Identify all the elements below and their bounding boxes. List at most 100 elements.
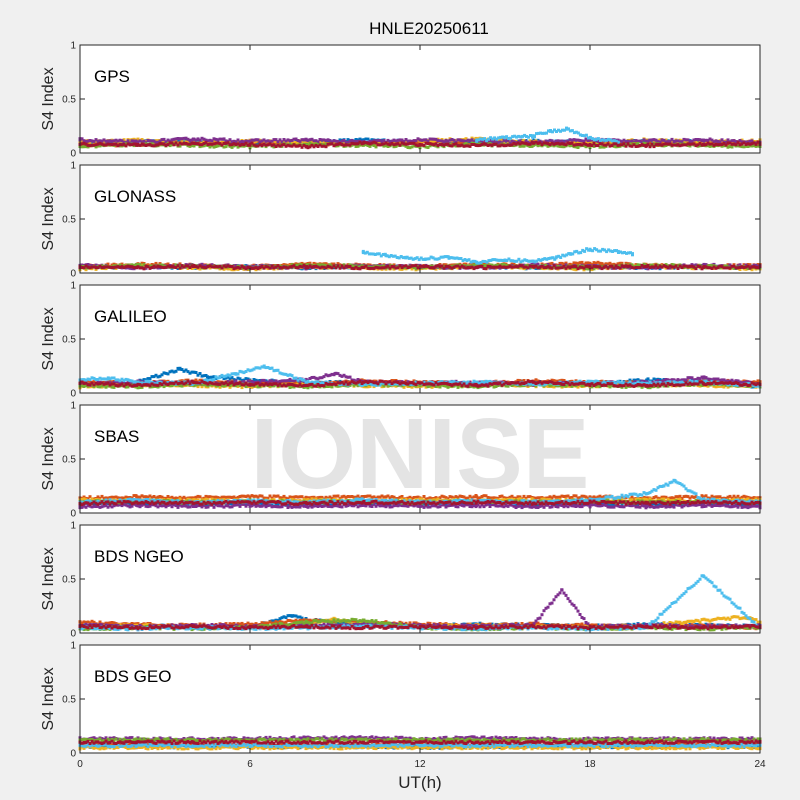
data-point — [412, 144, 416, 148]
data-point — [458, 144, 462, 148]
data-point — [674, 139, 678, 143]
data-point — [370, 143, 374, 147]
data-point — [634, 139, 638, 143]
data-point — [406, 139, 410, 143]
data-point — [340, 139, 344, 143]
data-point — [110, 143, 114, 146]
data-point — [354, 142, 358, 146]
data-point — [582, 134, 586, 138]
data-point — [166, 143, 170, 147]
data-point — [94, 138, 98, 142]
data-point — [572, 138, 576, 142]
data-point — [394, 144, 398, 148]
data-point — [563, 128, 566, 132]
data-point — [292, 137, 296, 141]
data-point — [750, 139, 754, 143]
data-point — [128, 141, 132, 145]
data-point — [640, 140, 644, 144]
data-point — [202, 142, 206, 145]
data-point — [252, 138, 256, 142]
data-point — [356, 144, 360, 148]
data-point — [548, 141, 552, 145]
data-point — [300, 143, 304, 147]
data-point — [550, 139, 554, 143]
data-point — [404, 142, 408, 146]
data-point — [558, 139, 562, 143]
data-point — [706, 144, 710, 148]
data-point — [512, 140, 516, 144]
data-point — [501, 135, 505, 139]
data-point — [80, 137, 84, 141]
data-point — [584, 133, 588, 137]
data-point — [262, 142, 266, 146]
data-point — [386, 140, 390, 144]
data-point — [252, 140, 256, 144]
data-point — [522, 144, 526, 148]
data-point — [154, 140, 158, 144]
data-point — [256, 138, 260, 142]
data-point — [314, 143, 318, 147]
data-point — [600, 145, 604, 149]
data-point — [630, 139, 634, 143]
data-point — [538, 139, 542, 143]
data-point — [100, 142, 104, 146]
data-point — [708, 137, 712, 141]
data-point — [140, 142, 144, 146]
data-point — [348, 141, 352, 145]
data-point — [540, 140, 544, 144]
data-point — [548, 129, 552, 133]
data-point — [638, 144, 642, 147]
data-point — [596, 144, 600, 147]
data-point — [374, 139, 378, 143]
data-point — [94, 141, 98, 145]
data-point — [444, 142, 448, 146]
data-point — [636, 142, 640, 145]
data-point — [414, 139, 418, 143]
data-point — [522, 139, 526, 143]
data-point — [262, 140, 266, 144]
data-point — [478, 140, 482, 144]
data-point — [104, 143, 108, 147]
data-point — [191, 265, 195, 268]
data-point — [106, 142, 110, 146]
data-point — [582, 144, 586, 148]
data-point — [376, 141, 380, 145]
data-point — [520, 139, 524, 143]
data-point — [515, 135, 519, 139]
data-point — [684, 143, 688, 147]
data-point — [710, 140, 714, 144]
data-point — [238, 143, 242, 147]
y-tick-label: 0.5 — [62, 95, 76, 106]
data-point — [218, 143, 222, 147]
data-point — [553, 128, 556, 132]
data-point — [172, 140, 176, 144]
data-point — [654, 138, 658, 142]
data-point — [168, 139, 172, 143]
data-point — [528, 142, 532, 146]
data-point — [464, 142, 468, 145]
data-point — [510, 143, 514, 147]
data-point — [754, 142, 758, 146]
data-point — [676, 139, 680, 143]
data-point — [462, 141, 466, 145]
data-point — [438, 139, 442, 143]
data-point — [222, 137, 226, 141]
data-point — [564, 139, 568, 143]
data-point — [210, 142, 214, 146]
data-point — [582, 139, 586, 143]
data-point — [434, 137, 438, 141]
data-point — [260, 141, 264, 145]
data-point — [202, 144, 206, 148]
data-point — [350, 138, 354, 142]
data-point — [194, 138, 198, 142]
data-point — [528, 139, 532, 143]
data-point — [488, 143, 492, 147]
data-point — [686, 138, 690, 142]
data-point — [652, 140, 656, 144]
data-point — [736, 144, 740, 148]
data-point — [428, 139, 432, 143]
data-point — [738, 139, 742, 142]
data-point — [412, 139, 416, 143]
data-point — [424, 138, 428, 142]
data-point — [244, 139, 248, 143]
